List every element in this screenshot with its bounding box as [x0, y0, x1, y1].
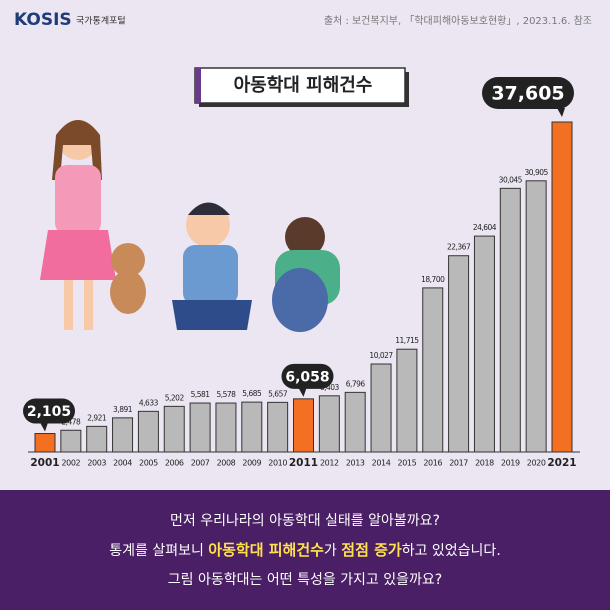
title-box — [194, 67, 406, 104]
callout — [23, 398, 75, 424]
value-label: 5,578 — [216, 390, 236, 399]
x-tick-label: 2008 — [217, 459, 236, 468]
bar — [34, 433, 56, 453]
x-tick-label: 2012 — [320, 459, 339, 468]
x-tick-label: 2016 — [423, 459, 442, 468]
text: 가 — [323, 543, 342, 559]
callout-pointer — [40, 422, 48, 432]
x-tick-label: 2021 — [547, 457, 576, 469]
bar — [163, 405, 185, 453]
x-tick-label: 2010 — [268, 459, 287, 468]
x-tick-label: 2005 — [139, 459, 158, 468]
x-tick-label: 2004 — [113, 459, 132, 468]
x-tick-label: 2011 — [289, 457, 318, 469]
text: 하고 있었습니다. — [401, 543, 501, 559]
chart-title: 아동학대 피해건수 — [234, 74, 373, 96]
bar — [215, 402, 237, 453]
value-label: 3,891 — [113, 405, 133, 414]
bar — [318, 395, 340, 453]
value-label: 5,657 — [268, 389, 288, 398]
bar — [551, 121, 573, 453]
x-tick-label: 2017 — [449, 459, 468, 468]
x-tick-label: 2007 — [191, 459, 210, 468]
bar — [112, 417, 134, 453]
bar — [267, 401, 289, 453]
x-tick-label: 2003 — [87, 459, 106, 468]
illustration — [40, 120, 340, 332]
bar — [137, 410, 159, 453]
callout-pointer — [557, 108, 565, 117]
value-label: 2,478 — [61, 417, 81, 426]
value-label: 10,027 — [369, 351, 393, 360]
footer-line: 그림 아동학대는 어떤 특성을 가지고 있을까요? — [167, 572, 443, 588]
callout — [482, 77, 574, 109]
bar — [60, 429, 82, 453]
bar — [241, 401, 263, 453]
callout — [281, 363, 334, 389]
value-label: 5,685 — [242, 389, 262, 398]
bar — [344, 391, 366, 453]
value-label: 2,921 — [87, 413, 107, 422]
x-tick-label: 2001 — [30, 457, 59, 469]
bar — [422, 287, 444, 453]
value-label: 5,202 — [165, 393, 185, 402]
bar — [525, 180, 547, 453]
bar — [448, 255, 470, 453]
value-label: 6,796 — [346, 379, 366, 388]
bar — [86, 425, 108, 453]
bar — [370, 363, 392, 453]
bar — [396, 348, 418, 453]
value-label: 30,905 — [525, 168, 549, 177]
highlight: 아동학대 피해건수 — [208, 541, 324, 559]
x-tick-label: 2013 — [346, 459, 365, 468]
x-tick-label: 2018 — [475, 459, 494, 468]
x-tick-label: 2020 — [527, 459, 546, 468]
bar — [293, 398, 314, 453]
x-tick-label: 2009 — [242, 459, 261, 468]
source: 출처 : 보건복지부, 「학대피해아동보호현황」, 2023.1.6. 참조 — [324, 14, 592, 27]
x-tick-label: 2002 — [61, 459, 80, 468]
x-tick-label: 2014 — [372, 459, 391, 468]
value-label: 2,105 — [27, 404, 71, 420]
chart: KOSIS 국가통계포털 출처 : 보건복지부, 「학대피해아동보호현황」, 2… — [14, 10, 592, 469]
value-label: 37,605 — [491, 83, 564, 105]
value-label: 5,581 — [191, 390, 211, 399]
callout-pointer — [298, 387, 307, 397]
text: 통계를 살펴보니 — [109, 543, 209, 559]
value-label: 18,700 — [421, 275, 445, 284]
value-label: 4,633 — [139, 398, 159, 407]
value-label: 30,045 — [499, 175, 523, 184]
value-label: 11,715 — [395, 336, 419, 345]
x-tick-label: 2019 — [501, 459, 520, 468]
footer-line: 먼저 우리나라의 아동학대 실태를 알아볼까요? — [170, 513, 440, 529]
logo: KOSIS — [14, 10, 72, 30]
value-label: 6,058 — [285, 369, 329, 385]
value-label: 6,403 — [320, 383, 340, 392]
x-tick-label: 2006 — [165, 459, 184, 468]
logo-sub: 국가통계포털 — [76, 15, 126, 27]
bar — [189, 402, 211, 453]
footer-line: 통계를 살펴보니 아동학대 피해건수가 점점 증가하고 있었습니다. — [0, 536, 610, 566]
bar — [473, 235, 495, 453]
title-accent — [195, 68, 201, 103]
value-label: 22,367 — [447, 243, 471, 252]
highlight: 점점 증가 — [341, 541, 402, 559]
footer: 먼저 우리나라의 아동학대 실태를 알아볼까요? 통계를 살펴보니 아동학대 피… — [0, 490, 610, 610]
x-tick-label: 2015 — [398, 459, 417, 468]
value-label: 24,604 — [473, 223, 497, 232]
bar — [499, 187, 521, 453]
